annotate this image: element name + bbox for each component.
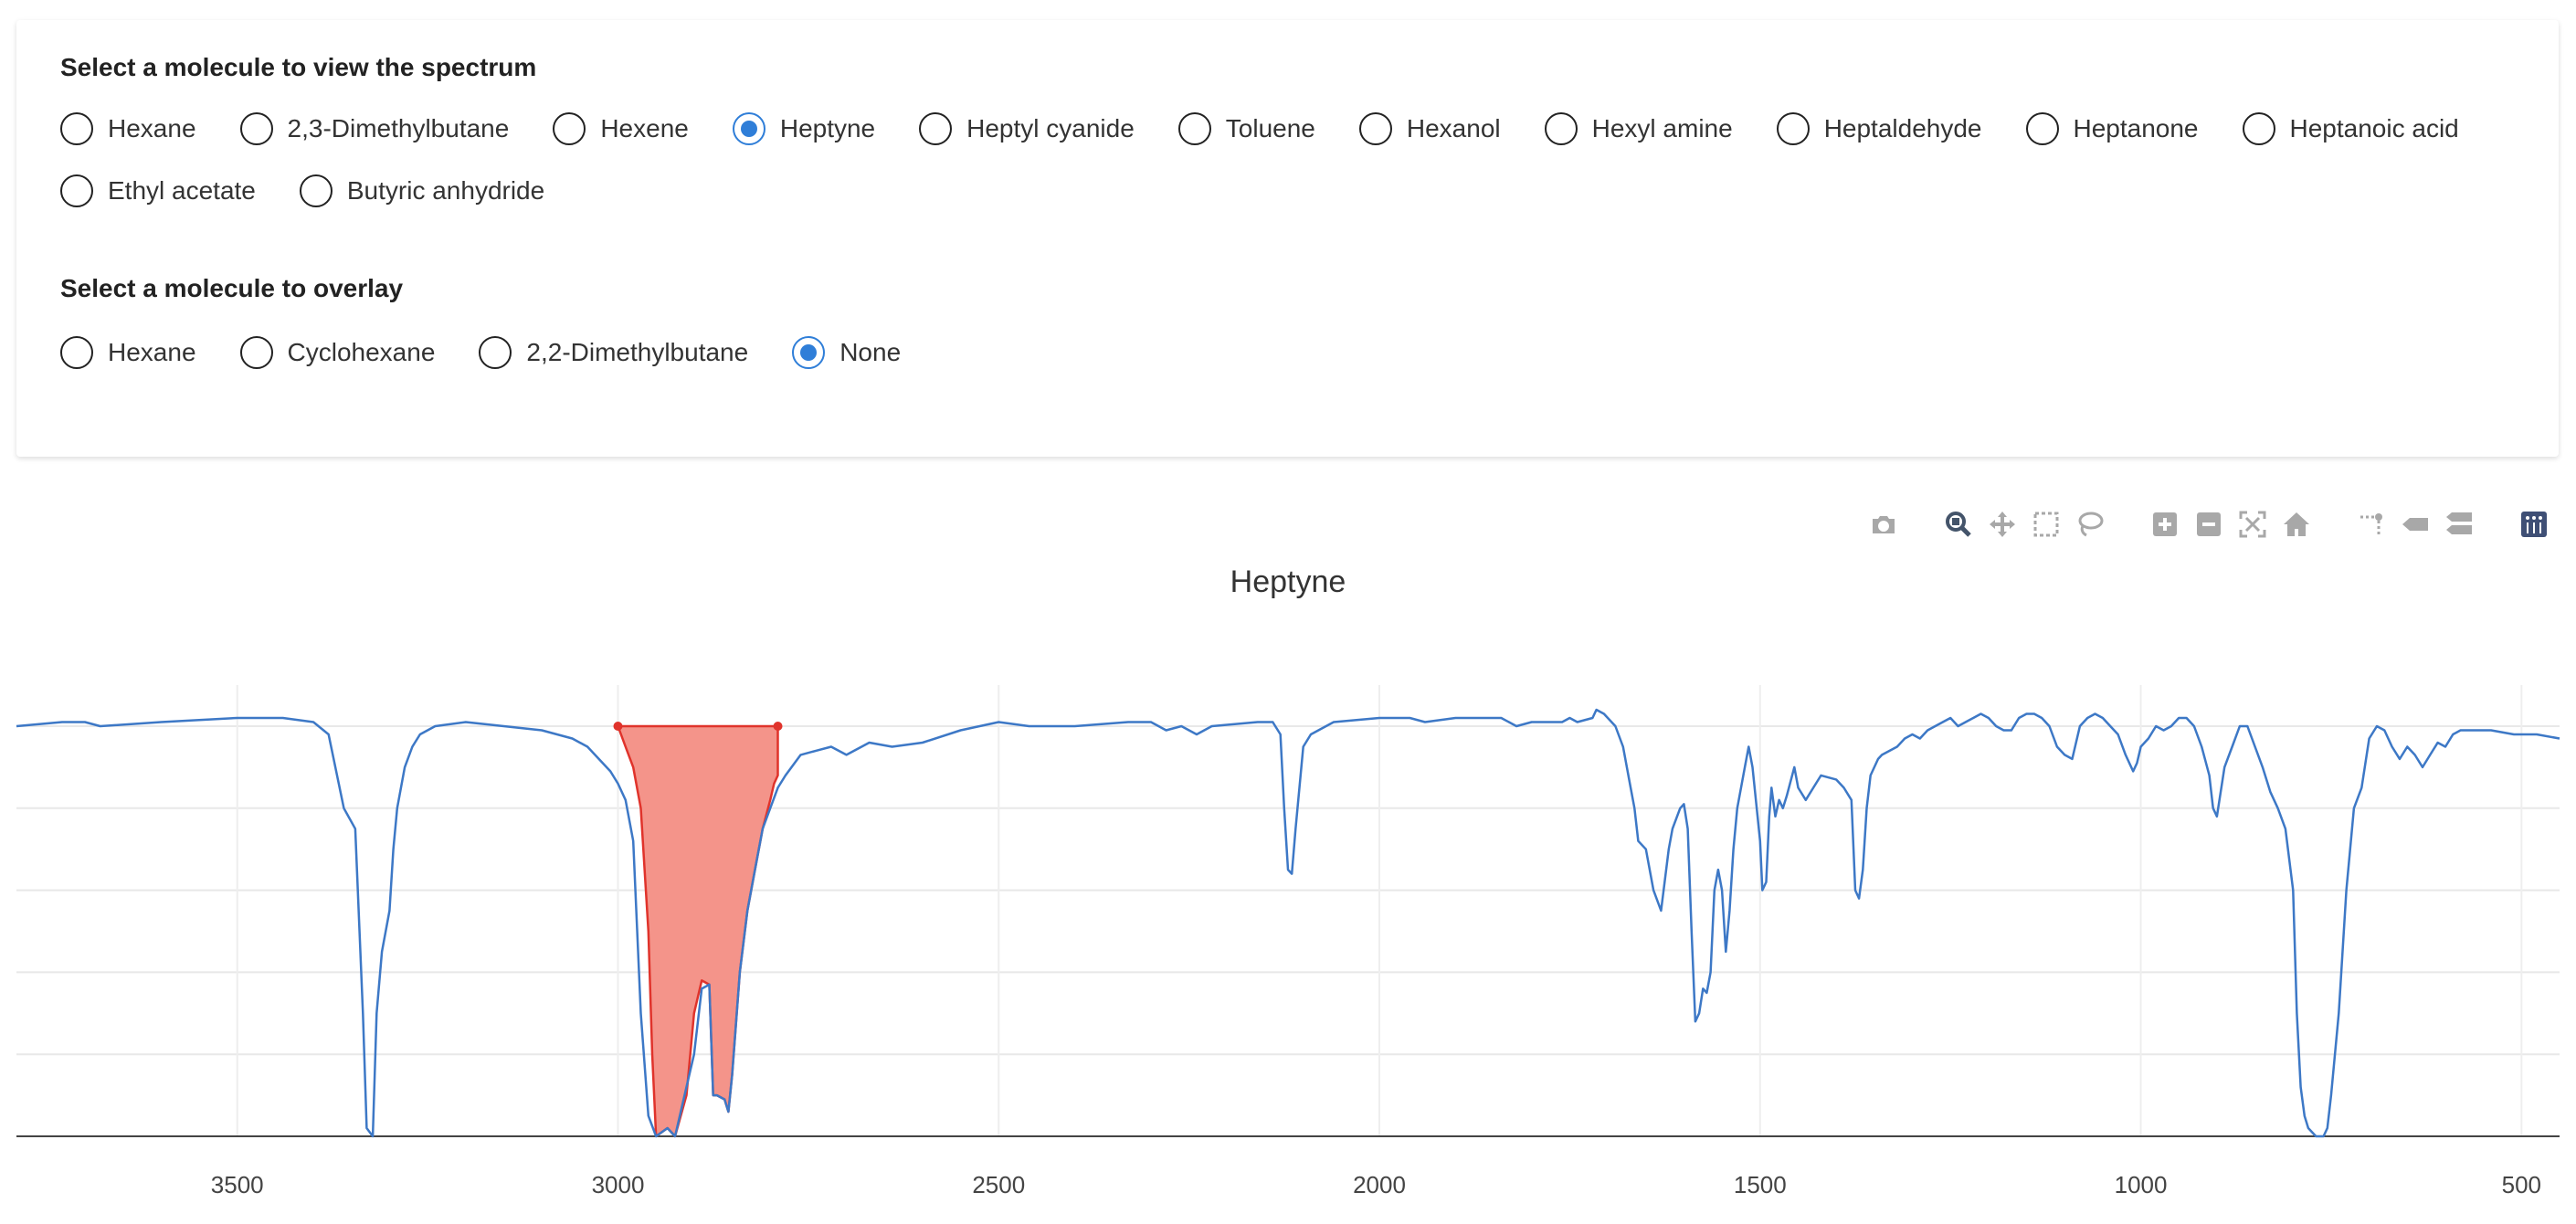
spectrum_section-radio-heptaldehyde[interactable]: Heptaldehyde (1776, 112, 1982, 145)
radio-label: Heptyl cyanide (966, 114, 1135, 142)
overlay_section-radio-2-2-dimethylbutane[interactable]: 2,2-Dimethylbutane (479, 336, 748, 369)
radio-label: 2,3-Dimethylbutane (287, 114, 510, 142)
spectrum_section-radio-hexanol[interactable]: Hexanol (1358, 112, 1501, 145)
autoscale-icon[interactable] (2234, 506, 2271, 543)
radio-label: Heptanone (2073, 114, 2199, 142)
radio-button[interactable] (60, 336, 93, 369)
overlay_section-radio-cyclohexane[interactable]: Cyclohexane (239, 336, 436, 369)
plot-modebar (1827, 506, 2552, 543)
spectrum-radio-row-1: Hexane 2,3-Dimethylbutane Hexene Heptyne Hep… (60, 112, 2503, 145)
radio-label: Hexane (108, 114, 196, 142)
spectrum_section-radio-heptanoic-acid[interactable]: Heptanoic acid (2242, 112, 2459, 145)
hover-compare-icon[interactable] (2441, 506, 2477, 543)
spectrum_section-radio-toluene[interactable]: Toluene (1177, 112, 1315, 145)
modebar-group-logo (2508, 506, 2552, 543)
x-tick-label: 500 (2502, 1171, 2541, 1198)
modebar-group-export (1858, 506, 1902, 543)
modebar-group-drag (1933, 506, 2108, 543)
x-tick-label: 1500 (1734, 1171, 1787, 1198)
radio-button[interactable] (60, 112, 93, 145)
pan-icon[interactable] (1984, 506, 2021, 543)
radio-button[interactable] (239, 336, 273, 369)
selection-panel: Select a molecule to view the spectrum H… (16, 20, 2559, 457)
radio-label: 2,2-Dimethylbutane (526, 338, 749, 366)
overlay-section-title: Select a molecule to overlay (60, 274, 404, 302)
radio-label: Hexanol (1406, 114, 1501, 142)
radio-label: Toluene (1225, 114, 1315, 142)
highlight-region (617, 724, 779, 1138)
x-tick-label: 1000 (2115, 1171, 2168, 1198)
modebar-group-zoom (2139, 506, 2315, 543)
spectrum_section-radio-heptyl-cyanide[interactable]: Heptyl cyanide (919, 112, 1135, 145)
radio-label: Hexane (108, 338, 196, 366)
radio-label: Heptanoic acid (2289, 114, 2459, 142)
radio-button[interactable] (239, 112, 273, 145)
lasso-select-icon[interactable] (2072, 506, 2108, 543)
radio-button[interactable] (732, 112, 765, 145)
radio-button[interactable] (553, 112, 586, 145)
spectrum_section-radio-butyric-anhydride[interactable]: Butyric anhydride (299, 174, 545, 207)
radio-button[interactable] (2025, 112, 2059, 145)
modebar-group-hover (2346, 506, 2477, 543)
spectrum_section-radio-heptanone[interactable]: Heptanone (2025, 112, 2199, 145)
spectrum_section-radio-hexyl-amine[interactable]: Hexyl amine (1544, 112, 1733, 145)
spectrum-radio-row-2: Ethyl acetate Butyric anhydride (60, 174, 588, 207)
radio-button[interactable] (1177, 112, 1211, 145)
x-tick-label: 2000 (1353, 1171, 1406, 1198)
radio-label: Cyclohexane (287, 338, 436, 366)
radio-button[interactable] (1776, 112, 1810, 145)
highlight-vertex-left (613, 722, 623, 731)
radio-button[interactable] (919, 112, 953, 145)
spectrum-plot[interactable]: 3500 3000 2500 2000 1500 1000 500 (0, 676, 2576, 1224)
radio-label: Hexyl amine (1591, 114, 1733, 142)
overlay_section-radio-none[interactable]: None (792, 336, 901, 369)
zoom-in-icon[interactable] (2147, 506, 2183, 543)
camera-icon[interactable] (1865, 506, 1902, 543)
spectrum_section-radio-heptyne[interactable]: Heptyne (732, 112, 876, 145)
radio-label: Butyric anhydride (346, 176, 545, 205)
radio-label: None (839, 338, 902, 366)
chart-title: Heptyne (1230, 565, 1346, 599)
radio-button[interactable] (60, 174, 93, 207)
radio-label: Heptaldehyde (1823, 114, 1982, 142)
radio-label: Hexene (600, 114, 689, 142)
spike-lines-icon[interactable] (2353, 506, 2390, 543)
spectrum_section-radio-hexane[interactable]: Hexane (60, 112, 196, 145)
box-select-icon[interactable] (2028, 506, 2064, 543)
spectrum_section-radio-2-3-dimethylbutane[interactable]: 2,3-Dimethylbutane (239, 112, 510, 145)
x-tick-label: 2500 (972, 1171, 1025, 1198)
radio-button[interactable] (2242, 112, 2275, 145)
hover-closest-icon[interactable] (2397, 506, 2433, 543)
highlight-vertex-right (773, 722, 783, 731)
radio-button[interactable] (1358, 112, 1392, 145)
radio-button[interactable] (1544, 112, 1578, 145)
radio-button[interactable] (792, 336, 826, 369)
overlay_section-radio-hexane[interactable]: Hexane (60, 336, 196, 369)
radio-button[interactable] (299, 174, 333, 207)
spectrum-line (16, 708, 2560, 1138)
radio-label: Ethyl acetate (108, 176, 256, 205)
spectrum_section-radio-hexene[interactable]: Hexene (553, 112, 689, 145)
overlay-radio-row: Hexane Cyclohexane 2,2-Dimethylbutane None (60, 336, 945, 369)
spectrum-section-title: Select a molecule to view the spectrum (60, 53, 537, 81)
plotly-logo-icon[interactable] (2516, 506, 2552, 543)
spectrum_section-radio-ethyl-acetate[interactable]: Ethyl acetate (60, 174, 256, 207)
radio-button[interactable] (479, 336, 512, 369)
x-tick-label: 3500 (211, 1171, 264, 1198)
zoom-out-icon[interactable] (2191, 506, 2227, 543)
zoom-icon[interactable] (1940, 506, 1977, 543)
radio-label: Heptyne (779, 114, 876, 142)
x-tick-label: 3000 (592, 1171, 645, 1198)
reset-axes-icon[interactable] (2278, 506, 2315, 543)
